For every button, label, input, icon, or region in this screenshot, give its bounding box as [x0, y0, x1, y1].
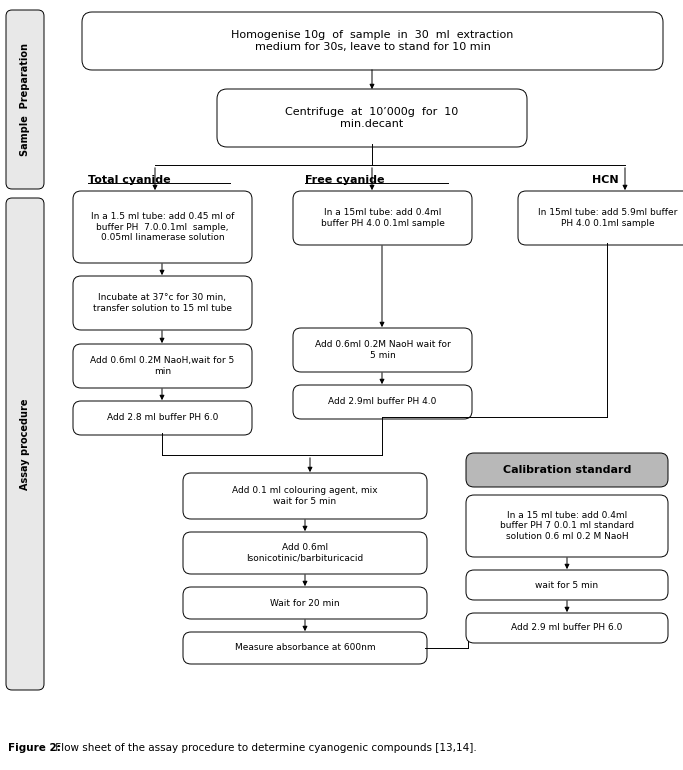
Text: Add 0.6ml 0.2M NaoH,wait for 5
min: Add 0.6ml 0.2M NaoH,wait for 5 min	[90, 357, 235, 376]
Text: In a 15 ml tube: add 0.4ml
buffer PH 7 0.0.1 ml standard
solution 0.6 ml 0.2 M N: In a 15 ml tube: add 0.4ml buffer PH 7 0…	[500, 511, 634, 541]
Text: Add 2.9ml buffer PH 4.0: Add 2.9ml buffer PH 4.0	[329, 397, 436, 407]
FancyBboxPatch shape	[183, 532, 427, 574]
Text: HCN: HCN	[592, 175, 619, 185]
FancyBboxPatch shape	[6, 10, 44, 189]
Text: Wait for 20 min: Wait for 20 min	[270, 598, 340, 608]
Text: Free cyanide: Free cyanide	[305, 175, 385, 185]
Text: Add 0.6ml 0.2M NaoH wait for
5 min: Add 0.6ml 0.2M NaoH wait for 5 min	[315, 340, 450, 360]
Text: Measure absorbance at 600nm: Measure absorbance at 600nm	[235, 644, 376, 652]
Text: In a 15ml tube: add 0.4ml
buffer PH 4.0 0.1ml sample: In a 15ml tube: add 0.4ml buffer PH 4.0 …	[320, 209, 445, 228]
FancyBboxPatch shape	[466, 453, 668, 487]
Text: Incubate at 37°c for 30 min,
transfer solution to 15 ml tube: Incubate at 37°c for 30 min, transfer so…	[93, 293, 232, 313]
FancyBboxPatch shape	[73, 276, 252, 330]
FancyBboxPatch shape	[183, 473, 427, 519]
Text: In a 1.5 ml tube: add 0.45 ml of
buffer PH  7.0.0.1ml  sample,
0.05ml linamerase: In a 1.5 ml tube: add 0.45 ml of buffer …	[91, 212, 234, 242]
Text: Total cyanide: Total cyanide	[88, 175, 171, 185]
FancyBboxPatch shape	[466, 613, 668, 643]
FancyBboxPatch shape	[293, 328, 472, 372]
FancyBboxPatch shape	[518, 191, 683, 245]
Text: In 15ml tube: add 5.9ml buffer
PH 4.0 0.1ml sample: In 15ml tube: add 5.9ml buffer PH 4.0 0.…	[538, 209, 677, 228]
FancyBboxPatch shape	[73, 191, 252, 263]
FancyBboxPatch shape	[183, 632, 427, 664]
FancyBboxPatch shape	[293, 385, 472, 419]
FancyBboxPatch shape	[73, 344, 252, 388]
FancyBboxPatch shape	[73, 401, 252, 435]
Text: Homogenise 10g  of  sample  in  30  ml  extraction
medium for 30s, leave to stan: Homogenise 10g of sample in 30 ml extrac…	[232, 30, 514, 52]
FancyBboxPatch shape	[217, 89, 527, 147]
Text: Sample  Preparation: Sample Preparation	[20, 43, 30, 156]
Text: Add 0.1 ml colouring agent, mix
wait for 5 min: Add 0.1 ml colouring agent, mix wait for…	[232, 487, 378, 506]
FancyBboxPatch shape	[293, 191, 472, 245]
Text: Add 0.6ml
Isonicotinic/barbituricacid: Add 0.6ml Isonicotinic/barbituricacid	[247, 544, 363, 563]
FancyBboxPatch shape	[6, 198, 44, 690]
Text: Figure 2:: Figure 2:	[8, 743, 61, 753]
Text: Calibration standard: Calibration standard	[503, 465, 631, 475]
Text: Add 2.8 ml buffer PH 6.0: Add 2.8 ml buffer PH 6.0	[107, 413, 218, 423]
Text: Flow sheet of the assay procedure to determine cyanogenic compounds [13,14].: Flow sheet of the assay procedure to det…	[52, 743, 477, 753]
Text: Assay procedure: Assay procedure	[20, 398, 30, 490]
FancyBboxPatch shape	[466, 570, 668, 600]
FancyBboxPatch shape	[466, 495, 668, 557]
Text: wait for 5 min: wait for 5 min	[535, 581, 598, 590]
FancyBboxPatch shape	[82, 12, 663, 70]
Text: Add 2.9 ml buffer PH 6.0: Add 2.9 ml buffer PH 6.0	[512, 624, 623, 632]
FancyBboxPatch shape	[183, 587, 427, 619]
Text: Centrifuge  at  10’000g  for  10
min.decant: Centrifuge at 10’000g for 10 min.decant	[285, 107, 458, 129]
